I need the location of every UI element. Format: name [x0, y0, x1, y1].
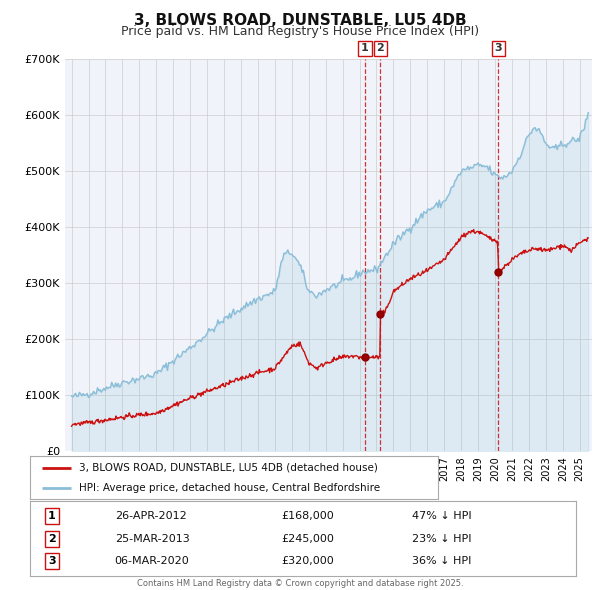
Text: 23% ↓ HPI: 23% ↓ HPI — [412, 534, 472, 543]
Text: 1: 1 — [361, 44, 369, 54]
Text: HPI: Average price, detached house, Central Bedfordshire: HPI: Average price, detached house, Cent… — [79, 483, 380, 493]
Text: 3, BLOWS ROAD, DUNSTABLE, LU5 4DB: 3, BLOWS ROAD, DUNSTABLE, LU5 4DB — [134, 13, 466, 28]
Text: 3, BLOWS ROAD, DUNSTABLE, LU5 4DB (detached house): 3, BLOWS ROAD, DUNSTABLE, LU5 4DB (detac… — [79, 463, 378, 473]
Text: 06-MAR-2020: 06-MAR-2020 — [115, 556, 190, 566]
Text: £320,000: £320,000 — [281, 556, 334, 566]
Text: £168,000: £168,000 — [281, 511, 334, 521]
Text: 36% ↓ HPI: 36% ↓ HPI — [412, 556, 472, 566]
Text: 3: 3 — [48, 556, 56, 566]
Text: 25-MAR-2013: 25-MAR-2013 — [115, 534, 190, 543]
Text: 2: 2 — [376, 44, 384, 54]
Text: 3: 3 — [494, 44, 502, 54]
Text: 26-APR-2012: 26-APR-2012 — [115, 511, 187, 521]
Text: £245,000: £245,000 — [281, 534, 334, 543]
Text: 2: 2 — [48, 534, 56, 543]
Text: 47% ↓ HPI: 47% ↓ HPI — [412, 511, 472, 521]
Text: Contains HM Land Registry data © Crown copyright and database right 2025.
This d: Contains HM Land Registry data © Crown c… — [137, 579, 463, 590]
Text: 1: 1 — [48, 511, 56, 521]
Text: Price paid vs. HM Land Registry's House Price Index (HPI): Price paid vs. HM Land Registry's House … — [121, 25, 479, 38]
